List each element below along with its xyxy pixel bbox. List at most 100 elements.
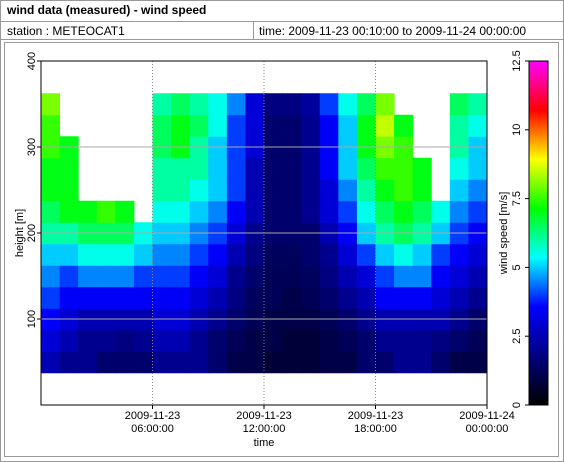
heatmap-cell xyxy=(59,157,79,180)
heatmap-cell xyxy=(356,179,376,202)
x-tick-label: 2009-11-23 06:00:00 xyxy=(124,410,181,435)
heatmap-cell xyxy=(412,286,432,309)
heatmap-cell xyxy=(375,351,395,374)
heatmap-cell xyxy=(208,265,228,288)
heatmap-cell xyxy=(41,114,61,137)
heatmap-cell xyxy=(375,200,395,223)
heatmap-cell xyxy=(375,265,395,288)
heatmap-cell xyxy=(96,265,116,288)
heatmap-cell xyxy=(375,114,395,137)
heatmap-cell xyxy=(59,286,79,309)
title: wind data (measured) - wind speed xyxy=(7,3,207,17)
heatmap-cell xyxy=(245,93,265,116)
heatmap-cell xyxy=(356,200,376,223)
heatmap-cell xyxy=(449,200,469,223)
heatmap-cell xyxy=(171,114,191,137)
heatmap-cell xyxy=(152,93,172,116)
heatmap-cell xyxy=(412,179,432,202)
heatmap-cell xyxy=(189,200,209,223)
heatmap-cell xyxy=(282,114,302,137)
y-tick-label: 300 xyxy=(26,138,38,156)
heatmap-cell xyxy=(208,286,228,309)
heatmap-cell xyxy=(319,286,339,309)
heatmap-cell xyxy=(375,329,395,352)
heatmap-cell xyxy=(338,351,358,374)
heatmap-cell xyxy=(431,351,451,374)
chart-frame xyxy=(4,42,559,457)
heatmap-cell xyxy=(338,93,358,116)
heatmap-cell xyxy=(375,243,395,266)
heatmap-cell xyxy=(282,179,302,202)
heatmap-cell xyxy=(59,179,79,202)
heatmap-cell xyxy=(59,243,79,266)
heatmap-cell xyxy=(449,329,469,352)
heatmap-cell xyxy=(189,286,209,309)
heatmap-cell xyxy=(468,200,488,223)
heatmap-cell xyxy=(394,200,414,223)
heatmap-cell xyxy=(431,329,451,352)
heatmap-cell xyxy=(41,286,61,309)
colorbar xyxy=(528,60,549,406)
heatmap-cell xyxy=(468,286,488,309)
heatmap-cell xyxy=(133,351,153,374)
heatmap-cell xyxy=(394,286,414,309)
heatmap-cell xyxy=(96,243,116,266)
heatmap-cell xyxy=(319,200,339,223)
heatmap-cell xyxy=(301,243,321,266)
heatmap-cell xyxy=(449,114,469,137)
heatmap-cell xyxy=(78,265,98,288)
heatmap-cell xyxy=(59,200,79,223)
heatmap-cell xyxy=(375,93,395,116)
x-tick-label: 2009-11-24 00:00:00 xyxy=(459,410,515,435)
heatmap-cell xyxy=(41,93,61,116)
heatmap-cell xyxy=(264,93,284,116)
heatmap-cell xyxy=(301,200,321,223)
heatmap-cell xyxy=(245,200,265,223)
heatmap-cell xyxy=(412,265,432,288)
colorbar-tick-label: 0 xyxy=(511,402,523,408)
heatmap-cell xyxy=(171,93,191,116)
heatmap-cell xyxy=(282,243,302,266)
heatmap-cell xyxy=(356,93,376,116)
heatmap-cell xyxy=(264,265,284,288)
colorbar-tick-label: 5 xyxy=(511,264,523,270)
heatmap-cell xyxy=(394,243,414,266)
heatmap-cell xyxy=(264,200,284,223)
heatmap-cell xyxy=(96,351,116,374)
heatmap-cell xyxy=(115,351,135,374)
heatmap-cell xyxy=(226,114,246,137)
y-tick-label: 200 xyxy=(26,224,38,242)
heatmap-cell xyxy=(282,265,302,288)
heatmap-cell xyxy=(171,286,191,309)
heatmap-cell xyxy=(78,329,98,352)
heatmap-cell xyxy=(356,286,376,309)
heatmap-cell xyxy=(226,329,246,352)
heatmap-cell xyxy=(468,329,488,352)
heatmap-cell xyxy=(41,265,61,288)
heatmap-cell xyxy=(319,93,339,116)
heatmap-cell xyxy=(189,243,209,266)
heatmap-cell xyxy=(282,351,302,374)
heatmap-cell xyxy=(431,265,451,288)
heatmap-cell xyxy=(189,114,209,137)
x-tick-label: 2009-11-23 12:00:00 xyxy=(236,410,292,435)
heatmap-cell xyxy=(356,265,376,288)
heatmap-cell xyxy=(282,286,302,309)
heatmap-cell xyxy=(226,179,246,202)
heatmap-cell xyxy=(431,243,451,266)
heatmap-cell xyxy=(319,329,339,352)
heatmap-cell xyxy=(189,179,209,202)
heatmap-cell xyxy=(78,200,98,223)
y-axis-label: height [m] xyxy=(14,209,26,257)
heatmap-cell xyxy=(171,200,191,223)
heatmap-cell xyxy=(189,93,209,116)
heatmap-cell xyxy=(338,329,358,352)
heatmap-cell xyxy=(189,329,209,352)
heatmap-cell xyxy=(338,179,358,202)
heatmap-cell xyxy=(115,200,135,223)
colorbar-tick-label: 10 xyxy=(511,124,523,136)
heatmap-cell xyxy=(208,351,228,374)
heatmap-cell xyxy=(282,329,302,352)
